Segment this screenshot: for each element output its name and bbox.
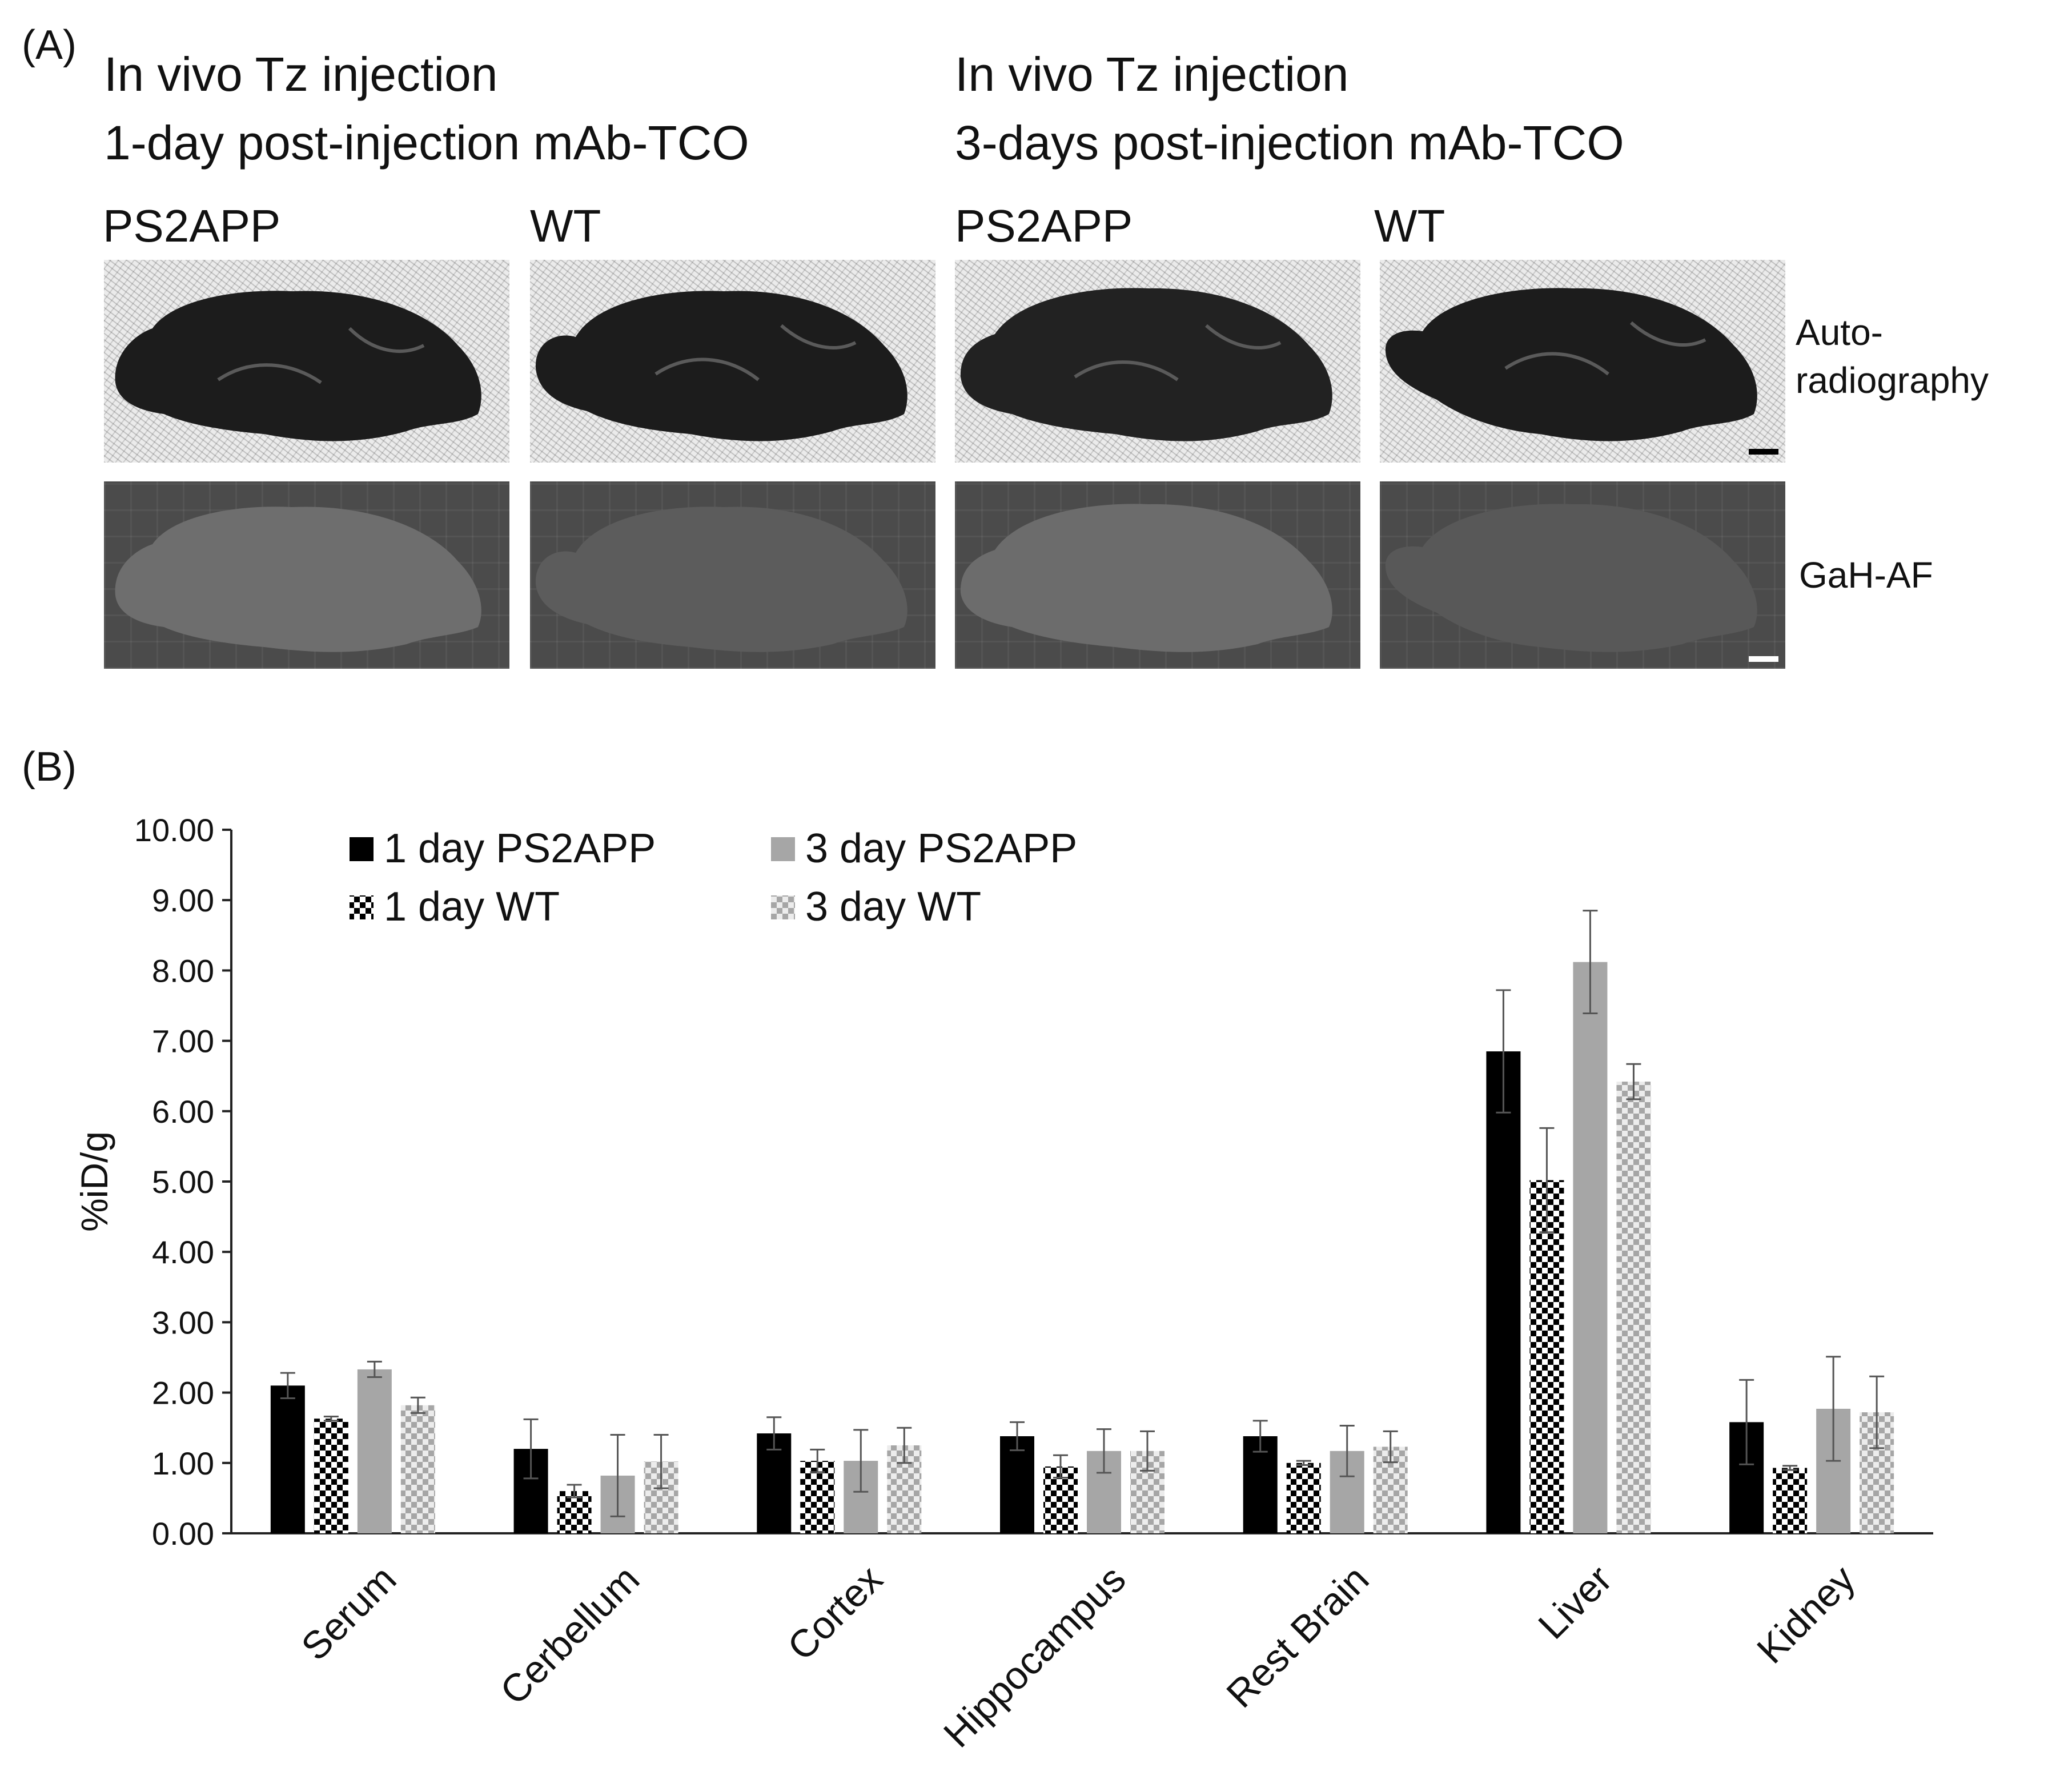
legend-label: 3 day WT [805,884,981,930]
y-tick-label: 8.00 [152,953,214,989]
row-label-autoradiography: Auto- radiography [1796,312,1989,401]
genotype-label-3: PS2APP [955,200,1133,251]
y-tick-label: 4.00 [152,1234,214,1270]
bar [1486,1051,1521,1533]
axes [222,829,1933,1534]
bar [400,1405,435,1533]
bar [314,1419,348,1533]
x-tick-label: Serum [293,1557,404,1669]
row-label-fluorescence: GaH-AF [1799,555,1933,596]
genotype-label-4: WT [1374,200,1445,251]
x-tick-label: Liver [1530,1557,1620,1648]
condition-1-line2: 1-day post-injection mAb-TCO [104,116,749,170]
condition-1-title: In vivo Tz injection 1-day post-injectio… [104,40,749,177]
brain-section-shape [535,291,907,441]
condition-2-line2: 3-days post-injection mAb-TCO [955,116,1624,170]
bar [1000,1436,1034,1533]
autoradiography-image-3 [955,260,1360,463]
legend-label: 3 day PS2APP [805,826,1077,871]
bar [1616,1082,1651,1533]
brain-section-shape [960,288,1332,441]
legend-swatch [771,837,795,861]
genotype-label-1: PS2APP [103,200,281,251]
legend: 1 day PS2APP 3 day PS2APP 1 day WT 3 day WT [350,826,1077,930]
bar [1286,1462,1321,1533]
x-tick-label: Hippocampus [935,1557,1134,1756]
bars [270,962,1894,1533]
bar [1573,962,1608,1533]
y-tick-label: 0.00 [152,1516,214,1552]
brain-section-shape [535,507,907,652]
brain-section-shape [1385,288,1757,441]
y-axis-label: %iD/g [73,1131,115,1232]
condition-2-title: In vivo Tz injection 3-days post-injecti… [955,40,1624,177]
brain-section-shape [960,504,1332,652]
bar [1529,1180,1564,1533]
legend-label: 1 day WT [384,884,560,930]
bar-chart: 0.00 1.00 2.00 3.00 4.00 5.00 6.00 7.00 8.00 9.00… [73,812,1933,1756]
brain-section-shape [1385,504,1757,652]
fluorescence-image-2 [530,481,935,669]
panel-b-label: (B) [22,744,77,790]
legend-label: 1 day PS2APP [384,826,656,871]
fluorescence-image-3 [955,481,1360,669]
x-tick-label: Cerbellum [492,1557,648,1713]
autoradiography-image-2 [530,260,935,463]
legend-swatch [350,895,374,919]
error-bars [280,910,1885,1517]
x-tick-label: Kidney [1749,1557,1864,1672]
brain-section-shape [115,507,481,652]
brain-section-shape [115,291,481,441]
legend-swatch [350,837,374,861]
fluorescence-image-1 [104,481,509,669]
scale-bar [1749,449,1778,455]
y-tick-label: 10.00 [134,812,214,848]
y-tick-label: 2.00 [152,1375,214,1411]
y-tick-label: 7.00 [152,1023,214,1059]
autoradiography-image-4 [1380,260,1785,463]
x-tick-label: Rest Brain [1218,1557,1377,1716]
x-tick-label: Cortex [780,1557,891,1669]
bar [357,1369,392,1533]
y-tick-label: 5.00 [152,1164,214,1200]
y-tick-label: 9.00 [152,882,214,918]
scale-bar [1749,656,1778,662]
bar [270,1385,305,1533]
autoradiography-image-1 [104,260,509,463]
panel-a-label: (A) [22,22,77,68]
y-tick-label: 6.00 [152,1094,214,1130]
condition-1-line1: In vivo Tz injection [104,47,498,101]
genotype-label-2: WT [530,200,601,251]
fluorescence-image-4 [1380,481,1785,669]
legend-swatch [771,895,795,919]
y-tick-label: 1.00 [152,1445,214,1481]
y-tick-label: 3.00 [152,1304,214,1340]
bar [1773,1468,1808,1533]
condition-2-line1: In vivo Tz injection [955,47,1349,101]
